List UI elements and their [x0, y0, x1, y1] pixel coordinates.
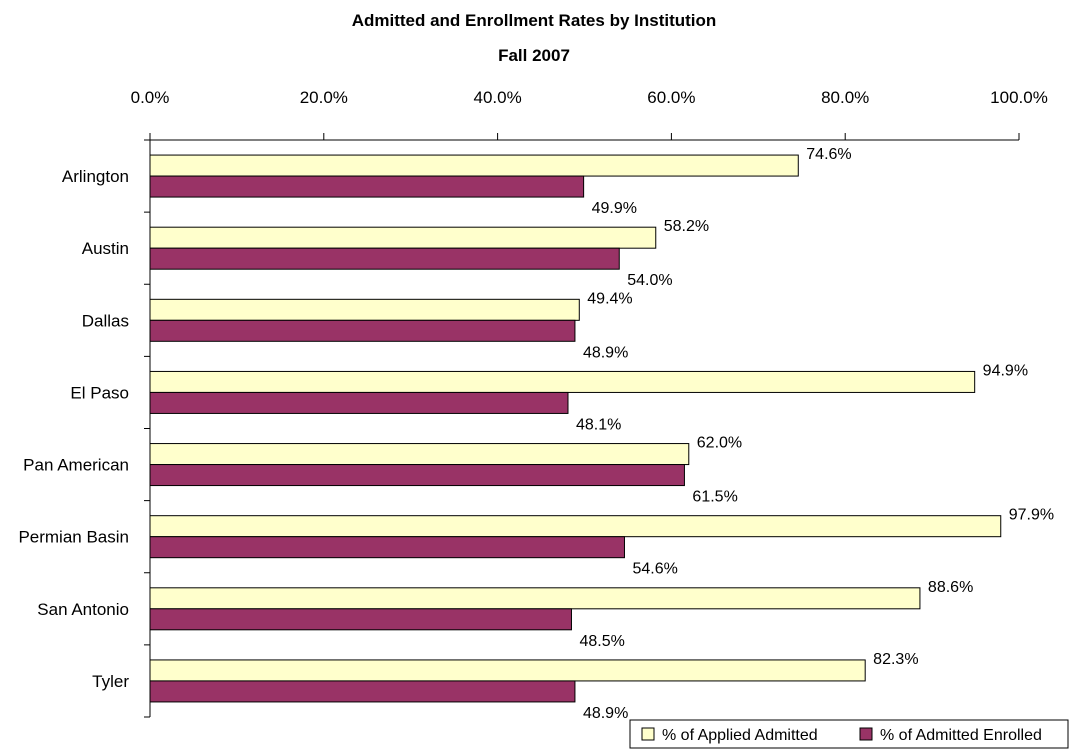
- bar-pan-american-admitted-enrolled: [149, 464, 685, 487]
- bar-arlington-applied-admitted: [149, 154, 799, 177]
- category-label-tyler: Tyler: [92, 672, 129, 691]
- data-label-dallas-admitted-enrolled: 48.9%: [583, 344, 628, 361]
- x-tick-label: 100.0%: [990, 88, 1048, 107]
- category-label-austin: Austin: [82, 239, 129, 258]
- bar-arlington-admitted-enrolled: [149, 175, 585, 198]
- data-label-austin-admitted-enrolled: 54.0%: [627, 272, 672, 289]
- bar-pan-american-applied-admitted: [149, 443, 690, 466]
- data-labels: 74.6% 49.9% 58.2% 54.0%49.4% 48.9% 94.9% 48.1%…: [576, 146, 1054, 722]
- data-label-arlington-applied-admitted: 74.6%: [806, 146, 851, 163]
- category-label-arlington: Arlington: [62, 167, 129, 186]
- category-label-el-paso: El Paso: [70, 383, 129, 402]
- data-label-permian-basin-admitted-enrolled: 54.6%: [632, 561, 677, 578]
- category-label-dallas: Dallas: [82, 311, 129, 330]
- bar-san-antonio-admitted-enrolled: [149, 608, 572, 631]
- bar-dallas-admitted-enrolled: [149, 319, 576, 342]
- data-label-pan-american-applied-admitted: 62.0%: [697, 435, 742, 452]
- bar-austin-admitted-enrolled: [149, 247, 620, 270]
- data-label-el-paso-applied-admitted: 94.9%: [983, 362, 1028, 379]
- data-label-tyler-applied-admitted: 82.3%: [873, 651, 918, 668]
- x-tick-label: 60.0%: [647, 88, 695, 107]
- data-label-arlington-admitted-enrolled: 49.9%: [592, 200, 637, 217]
- data-label-san-antonio-applied-admitted: 88.6%: [928, 579, 973, 596]
- bar-permian-basin-admitted-enrolled: [149, 536, 625, 559]
- legend: % of Applied Admitted % of Admitted Enro…: [629, 719, 1069, 749]
- x-tick-label: 80.0%: [821, 88, 869, 107]
- legend-swatch-applied-admitted: [641, 727, 655, 741]
- bar-el-paso-admitted-enrolled: [149, 391, 569, 414]
- data-label-dallas-applied-admitted: 49.4%: [587, 290, 632, 307]
- bars: [149, 154, 1002, 703]
- data-label-tyler-admitted-enrolled: 48.9%: [583, 705, 628, 722]
- bar-tyler-admitted-enrolled: [149, 680, 576, 703]
- category-label-pan-american: Pan American: [23, 456, 129, 475]
- x-axis: 0.0% 20.0% 40.0% 60.0% 80.0% 100.0% Arlington A…: [18, 88, 1048, 718]
- bar-tyler-applied-admitted: [149, 659, 866, 682]
- data-label-el-paso-admitted-enrolled: 48.1%: [576, 416, 621, 433]
- data-label-permian-basin-applied-admitted: 97.9%: [1009, 507, 1054, 524]
- legend-label-applied-admitted: % of Applied Admitted: [662, 727, 818, 744]
- bar-permian-basin-applied-admitted: [149, 515, 1002, 538]
- chart-subtitle: Fall 2007: [498, 46, 570, 65]
- bar-san-antonio-applied-admitted: [149, 587, 921, 610]
- legend-frame: [629, 719, 1069, 749]
- data-label-austin-applied-admitted: 58.2%: [664, 218, 709, 235]
- bar-dallas-applied-admitted: [149, 298, 580, 321]
- data-label-san-antonio-admitted-enrolled: 48.5%: [579, 633, 624, 650]
- x-tick-label: 20.0%: [300, 88, 348, 107]
- bar-austin-applied-admitted: [149, 226, 657, 249]
- data-label-pan-american-admitted-enrolled: 61.5%: [692, 489, 737, 506]
- legend-label-admitted-enrolled: % of Admitted Enrolled: [880, 727, 1042, 744]
- bar-el-paso-applied-admitted: [149, 370, 976, 393]
- chart-title: Admitted and Enrollment Rates by Institu…: [352, 11, 717, 30]
- x-tick-label: 40.0%: [473, 88, 521, 107]
- x-tick-label: 0.0%: [131, 88, 170, 107]
- category-label-san-antonio: San Antonio: [37, 600, 129, 619]
- category-label-permian-basin: Permian Basin: [18, 528, 129, 547]
- legend-swatch-admitted-enrolled: [859, 727, 873, 741]
